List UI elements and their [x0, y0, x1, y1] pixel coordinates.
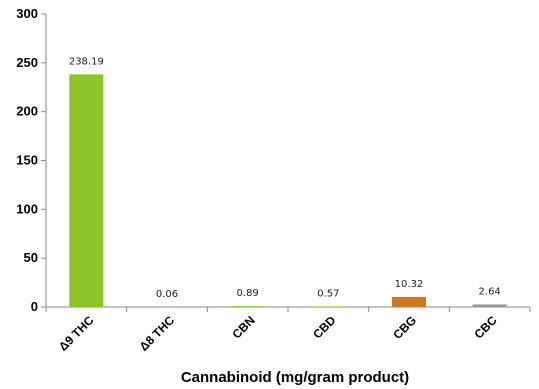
- x-tick-label: CBG: [390, 313, 419, 342]
- x-tick-label: Δ8 THC: [137, 313, 178, 354]
- bar-0: [69, 74, 104, 307]
- data-label-4: 10.32: [395, 279, 424, 290]
- x-axis-label: Cannabinoid (mg/gram product): [181, 369, 409, 386]
- y-tick-label: 50: [24, 250, 38, 265]
- bar-3: [311, 306, 346, 307]
- data-label-2: 0.89: [237, 288, 259, 299]
- x-tick-label: CBC: [472, 313, 501, 342]
- y-axis-ticks: 0 50 100 150 200 250 300: [16, 6, 46, 314]
- bars: [69, 74, 507, 307]
- data-label-3: 0.57: [317, 288, 339, 299]
- y-tick-label: 0: [31, 299, 38, 314]
- y-tick-label: 300: [16, 6, 38, 21]
- x-tick-label: CBN: [230, 313, 258, 341]
- x-tick-label: Δ9 THC: [56, 313, 97, 354]
- y-tick-label: 250: [16, 55, 38, 70]
- data-labels: 238.19 0.06 0.89 0.57 10.32 2.64: [69, 56, 501, 300]
- x-tick-label: CBD: [310, 313, 339, 342]
- bar-2: [230, 306, 265, 307]
- y-tick-label: 150: [16, 153, 38, 168]
- bar-4: [392, 296, 426, 307]
- data-label-5: 2.64: [479, 286, 501, 297]
- bar-5: [472, 304, 507, 307]
- y-tick-label: 100: [16, 201, 38, 216]
- data-label-1: 0.06: [156, 289, 178, 300]
- data-label-0: 238.19: [69, 56, 104, 67]
- x-axis-ticks: Δ9 THC Δ8 THC CBN CBD CBG CBC: [45, 307, 531, 354]
- y-tick-label: 200: [16, 104, 38, 119]
